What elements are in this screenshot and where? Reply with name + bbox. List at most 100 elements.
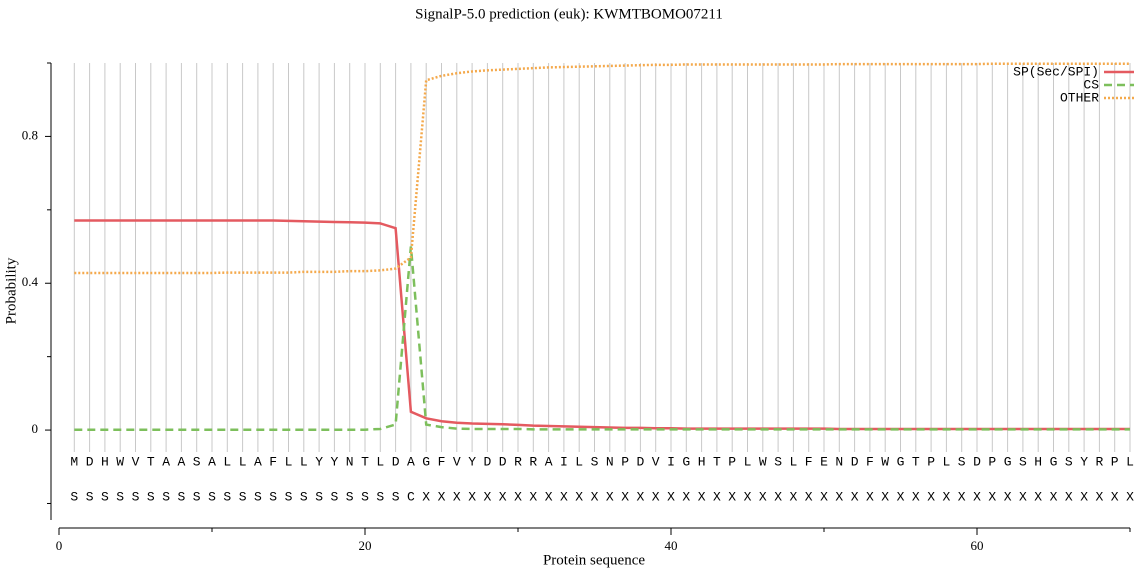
position-label: X — [1050, 489, 1058, 504]
position-label: X — [897, 489, 905, 504]
position-label: S — [269, 489, 277, 504]
x-tick-label: 40 — [665, 538, 678, 553]
residue: N — [606, 454, 614, 469]
position-label: X — [667, 489, 675, 504]
residue: S — [1065, 454, 1073, 469]
residue: H — [698, 454, 706, 469]
position-label: X — [713, 489, 721, 504]
position-label: X — [835, 489, 843, 504]
legend-label: CS — [1083, 77, 1099, 92]
series-line — [74, 62, 1130, 275]
position-label: X — [927, 489, 935, 504]
residue: R — [1095, 454, 1103, 469]
residue: L — [223, 454, 231, 469]
position-label: X — [851, 489, 859, 504]
position-label: S — [239, 489, 247, 504]
position-label: X — [575, 489, 583, 504]
residue: A — [254, 454, 262, 469]
residue: S — [1019, 454, 1027, 469]
residue: L — [942, 454, 950, 469]
position-label: S — [147, 489, 155, 504]
residue: D — [483, 454, 491, 469]
residue: V — [652, 454, 660, 469]
position-label: S — [223, 489, 231, 504]
residue: A — [545, 454, 553, 469]
position-label: X — [805, 489, 813, 504]
position-label: X — [1080, 489, 1088, 504]
residue: F — [805, 454, 813, 469]
position-label: X — [422, 489, 430, 504]
y-tick-label: 0.8 — [22, 127, 38, 142]
residue: W — [881, 454, 889, 469]
residue: L — [575, 454, 583, 469]
residue: V — [132, 454, 140, 469]
position-label: S — [177, 489, 185, 504]
residue: G — [422, 454, 430, 469]
residue: D — [636, 454, 644, 469]
residue: L — [300, 454, 308, 469]
position-label: X — [652, 489, 660, 504]
residue: M — [70, 454, 78, 469]
residue: F — [269, 454, 277, 469]
series-line — [74, 219, 1130, 431]
position-label: S — [392, 489, 400, 504]
position-label: X — [728, 489, 736, 504]
position-label: X — [744, 489, 752, 504]
position-label: X — [820, 489, 828, 504]
position-label: S — [101, 489, 109, 504]
residue: S — [591, 454, 599, 469]
residue: W — [759, 454, 767, 469]
position-label: X — [1126, 489, 1134, 504]
position-label: X — [1095, 489, 1103, 504]
y-tick-label: 0.4 — [22, 274, 39, 289]
position-label: X — [1065, 489, 1073, 504]
x-tick-label: 60 — [971, 538, 984, 553]
residue: T — [147, 454, 155, 469]
position-label: S — [132, 489, 140, 504]
position-label: S — [86, 489, 94, 504]
residue: P — [621, 454, 629, 469]
residue: P — [988, 454, 996, 469]
position-label: X — [942, 489, 950, 504]
residue: E — [820, 454, 828, 469]
position-label: X — [774, 489, 782, 504]
residue: G — [1050, 454, 1058, 469]
position-label: X — [759, 489, 767, 504]
position-label: S — [346, 489, 354, 504]
x-tick-label: 0 — [56, 538, 63, 553]
position-label: X — [789, 489, 797, 504]
residue: H — [1034, 454, 1042, 469]
position-label: S — [330, 489, 338, 504]
residue: T — [361, 454, 369, 469]
position-label: X — [912, 489, 920, 504]
residue: Y — [330, 454, 338, 469]
series-line — [74, 246, 1130, 431]
legend-label: SP(Sec/SPI) — [1013, 64, 1099, 79]
residue: S — [193, 454, 201, 469]
position-label: X — [973, 489, 981, 504]
position-label: X — [988, 489, 996, 504]
residue: A — [177, 454, 185, 469]
residue: D — [392, 454, 400, 469]
residue: F — [438, 454, 446, 469]
residue: S — [774, 454, 782, 469]
residue: P — [1111, 454, 1119, 469]
residue: S — [958, 454, 966, 469]
x-axis-label: Protein sequence — [543, 552, 645, 568]
position-label: S — [193, 489, 201, 504]
position-label: S — [254, 489, 262, 504]
position-label: X — [866, 489, 874, 504]
residue: P — [728, 454, 736, 469]
position-label: X — [606, 489, 614, 504]
residue: L — [1126, 454, 1134, 469]
residue: R — [514, 454, 522, 469]
residue: N — [346, 454, 354, 469]
position-label: S — [162, 489, 170, 504]
legend-label: OTHER — [1060, 90, 1099, 105]
residue: D — [973, 454, 981, 469]
residue: D — [86, 454, 94, 469]
residue: L — [285, 454, 293, 469]
position-label: X — [682, 489, 690, 504]
residue: N — [835, 454, 843, 469]
